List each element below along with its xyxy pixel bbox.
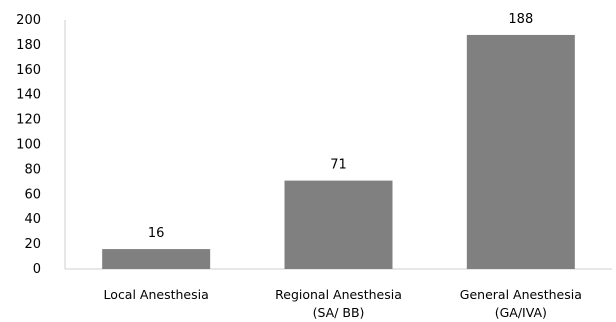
data-label: 16 bbox=[148, 226, 165, 241]
y-tick-label: 140 bbox=[16, 88, 41, 103]
bar bbox=[466, 34, 575, 269]
y-tick-label: 40 bbox=[24, 212, 41, 227]
y-tick-label: 100 bbox=[16, 138, 41, 153]
x-tick-label: General Anesthesia bbox=[460, 287, 582, 302]
y-tick-label: 60 bbox=[24, 187, 41, 202]
y-axis-ticks: 0 20 40 60 80 100 120 140 160 180 200 bbox=[16, 13, 41, 277]
x-axis-labels: Local Anesthesia Regional Anesthesia (SA/ … bbox=[104, 287, 582, 320]
y-tick-label: 0 bbox=[33, 262, 41, 277]
data-label: 188 bbox=[508, 12, 533, 27]
y-tick-label: 20 bbox=[24, 237, 41, 252]
x-tick-label: Regional Anesthesia bbox=[275, 287, 402, 302]
y-tick-label: 120 bbox=[16, 113, 41, 128]
bar bbox=[284, 180, 393, 269]
y-tick-label: 160 bbox=[16, 63, 41, 78]
y-tick-label: 200 bbox=[16, 13, 41, 28]
x-tick-label: Local Anesthesia bbox=[104, 287, 209, 302]
bars-group bbox=[102, 34, 575, 269]
x-tick-label: (SA/ BB) bbox=[313, 305, 365, 320]
y-tick-label: 80 bbox=[24, 162, 41, 177]
bar bbox=[102, 249, 211, 269]
y-tick-label: 180 bbox=[16, 38, 41, 53]
data-label: 71 bbox=[330, 158, 347, 173]
data-labels-group: 16 71 188 bbox=[148, 12, 533, 241]
x-tick-label: (GA/IVA) bbox=[495, 305, 547, 320]
